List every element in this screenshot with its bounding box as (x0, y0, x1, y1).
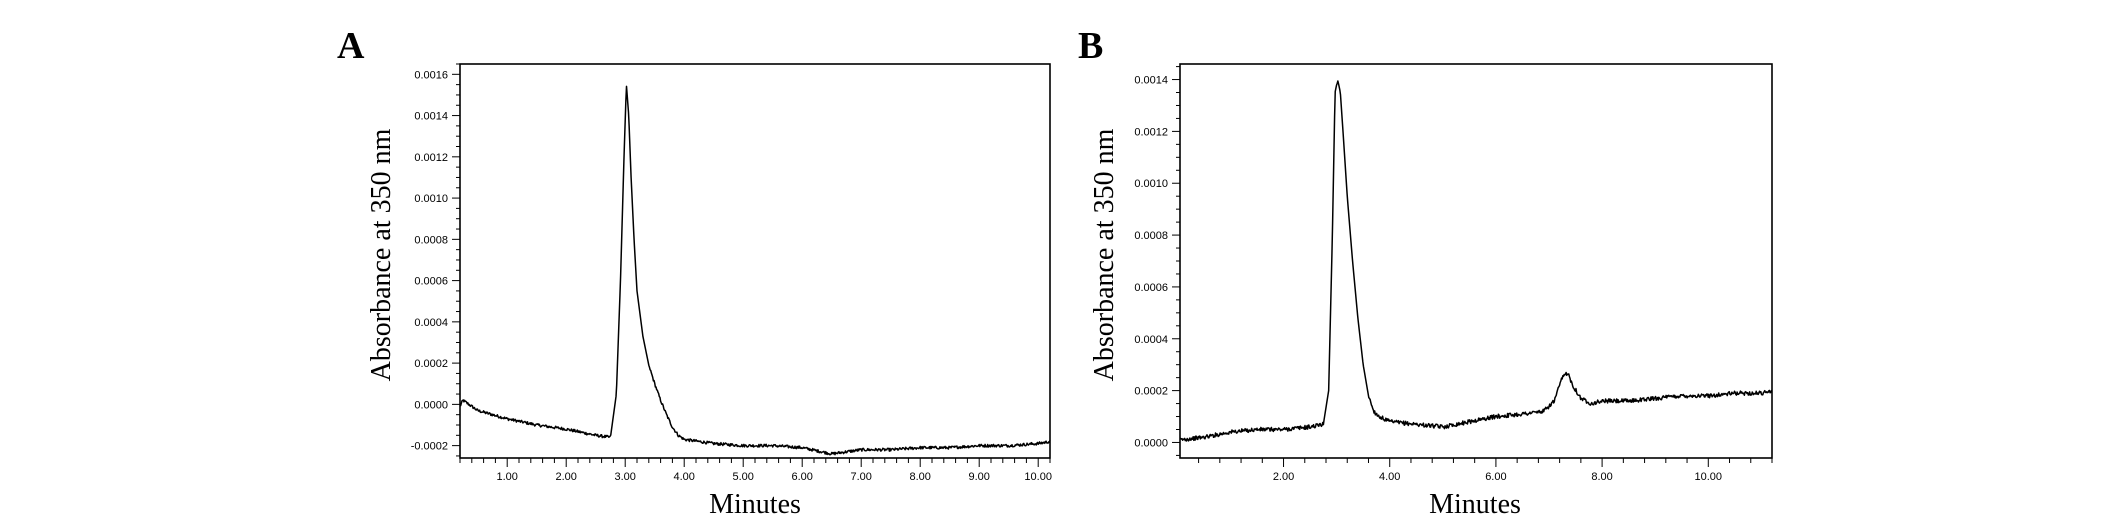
panel-b-y-tick-label: 0.0012 (1134, 126, 1168, 138)
panel-b-plot-frame (1179, 63, 1773, 459)
panel-a-x-tick-label: 10.00 (1024, 471, 1052, 483)
panel-a-y-tick-label: 0.0000 (414, 399, 448, 411)
panel-a-x-tick-label: 3.00 (614, 471, 635, 483)
panel-b-absorbance-trace (1179, 80, 1773, 442)
panel-a-y-tick-label: 0.0014 (414, 111, 448, 123)
panel-a-y-tick-label: 0.0006 (414, 276, 448, 288)
panel-a-y-tick-label: -0.0002 (411, 441, 448, 453)
panel-a-x-tick-label: 7.00 (850, 471, 871, 483)
panel-b-x-tick-label: 2.00 (1273, 471, 1294, 483)
panel-a-x-tick-label: 4.00 (673, 471, 694, 483)
panel-b-y-tick-label: 0.0014 (1134, 75, 1168, 87)
panel-a: A Absorbance at 350 nm Minutes 1.00 2.00 3… (337, 25, 1052, 520)
panel-b-y-axis-title: Absorbance at 350 nm (1089, 128, 1120, 381)
panel-b-y-tick-label: 0.0010 (1134, 178, 1168, 190)
panel-a-x-axis-title: Minutes (709, 489, 801, 520)
panel-a-y-tick-label: 0.0008 (414, 234, 448, 246)
panel-a-letter: A (337, 25, 365, 67)
panel-b-y-tick-label: 0.0006 (1134, 282, 1168, 294)
panel-a-x-tick-label: 8.00 (909, 471, 930, 483)
panel-a-x-tick-label: 9.00 (968, 471, 989, 483)
panel-a-y-tick-label: 0.0012 (414, 152, 448, 164)
panel-a-x-tick-label: 2.00 (555, 471, 576, 483)
panel-b-letter: B (1078, 25, 1103, 67)
panel-b-x-tick-label: 4.00 (1379, 471, 1400, 483)
panel-b-y-tick-label: 0.0004 (1134, 334, 1168, 346)
panel-b: B Absorbance at 350 nm Minutes 2.00 4.00 6… (1078, 25, 1773, 520)
panel-a-x-tick-label: 6.00 (791, 471, 812, 483)
panel-a-plot-frame (459, 63, 1051, 459)
panel-a-x-tick-label: 5.00 (732, 471, 753, 483)
panel-a-y-tick-label: 0.0010 (414, 193, 448, 205)
panel-b-y-tick-label: 0.0008 (1134, 230, 1168, 242)
panel-a-y-tick-label: 0.0004 (414, 317, 448, 329)
panel-a-y-tick-label: 0.0016 (414, 69, 448, 81)
panel-a-x-tick-label: 1.00 (496, 471, 517, 483)
panel-a-y-tick-label: 0.0002 (414, 358, 448, 370)
panel-a-absorbance-trace (459, 85, 1051, 456)
panel-b-y-tick-label: 0.0000 (1134, 437, 1168, 449)
panel-b-x-tick-label: 6.00 (1485, 471, 1506, 483)
panel-b-x-axis-title: Minutes (1429, 489, 1521, 520)
panel-b-y-tick-label: 0.0002 (1134, 386, 1168, 398)
panel-b-x-tick-label: 10.00 (1695, 471, 1723, 483)
panel-b-x-tick-label: 8.00 (1591, 471, 1612, 483)
panel-a-y-axis-title: Absorbance at 350 nm (366, 128, 397, 381)
